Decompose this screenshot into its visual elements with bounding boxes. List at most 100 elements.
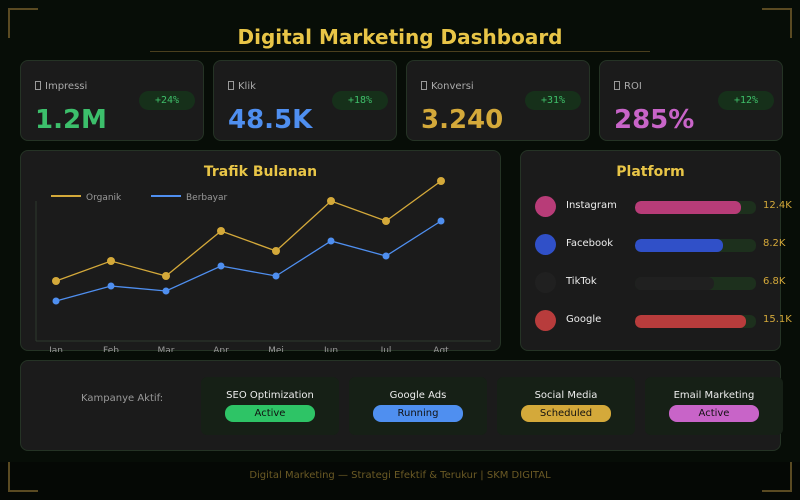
kpi-label: Konversi — [421, 81, 474, 92]
data-point — [52, 297, 60, 305]
platform-row-tiktok: TikTok 6.8K — [535, 272, 795, 294]
data-point — [217, 262, 225, 270]
kpi-card-impressi: Impressi +24% 1.2M — [20, 60, 204, 141]
missing-glyph-icon — [228, 81, 234, 90]
platform-value: 12.4K — [763, 200, 792, 211]
data-point — [327, 197, 335, 205]
data-point — [217, 227, 225, 235]
campaigns-label: Kampanye Aktif: — [81, 393, 164, 404]
data-point — [162, 272, 170, 280]
platform-value: 6.8K — [763, 276, 786, 287]
campaign-status-badge: Scheduled — [521, 405, 611, 422]
platform-bar-track — [635, 201, 756, 214]
kpi-label: Impressi — [35, 81, 87, 92]
kpi-label-text: Klik — [238, 81, 256, 92]
platform-row-instagram: Instagram 12.4K — [535, 196, 795, 218]
platform-bar-track — [635, 315, 756, 328]
x-tick-label: Mei — [268, 346, 284, 352]
kpi-change-badge: +18% — [332, 91, 388, 110]
page-title: Digital Marketing Dashboard — [237, 25, 563, 49]
data-point — [52, 277, 60, 285]
legend-label: Organik — [86, 193, 122, 203]
platform-bar-fill — [635, 201, 742, 214]
kpi-card-roi: ROI +12% 285% — [599, 60, 783, 141]
x-tick-label: Feb — [103, 346, 119, 352]
data-point — [107, 282, 115, 290]
campaign-name: Google Ads — [389, 390, 447, 401]
platform-value: 8.2K — [763, 238, 786, 249]
kpi-label-text: ROI — [624, 81, 642, 92]
corner-decoration — [8, 462, 38, 492]
platform-color-dot — [535, 272, 556, 293]
corner-decoration — [762, 8, 792, 38]
campaign-card[interactable]: Google Ads Running — [349, 377, 487, 435]
kpi-change-badge: +31% — [525, 91, 581, 110]
platform-panel: Platform Instagram 12.4K Facebook 8.2K T… — [520, 150, 792, 351]
data-point — [272, 247, 280, 255]
campaign-card[interactable]: Email Marketing Active — [645, 377, 783, 435]
campaign-status-badge: Active — [225, 405, 315, 422]
corner-decoration — [762, 462, 792, 492]
campaign-name: SEO Optimization — [226, 390, 314, 401]
platform-name: TikTok — [566, 276, 597, 287]
data-point — [327, 237, 335, 245]
platform-value: 15.1K — [763, 314, 792, 325]
campaign-card[interactable]: Social Media Scheduled — [497, 377, 635, 435]
kpi-value: 1.2M — [35, 105, 107, 135]
title-divider — [150, 51, 650, 52]
x-tick-label: Jul — [380, 346, 392, 352]
platform-color-dot — [535, 234, 556, 255]
platform-bar-fill — [635, 277, 714, 290]
campaign-status-badge: Active — [669, 405, 759, 422]
traffic-line-chart: Jan Feb Mar Apr Mei Jun Jul Agt Organik Berbayar — [35, 177, 491, 352]
platform-row-facebook: Facebook 8.2K — [535, 234, 795, 256]
series-line-berbayar — [55, 220, 442, 302]
campaigns-panel: Kampanye Aktif: SEO Optimization Active G… — [20, 360, 783, 451]
missing-glyph-icon — [421, 81, 427, 90]
footer-band — [0, 462, 800, 500]
data-point — [107, 257, 115, 265]
x-tick-label: Agt — [433, 346, 449, 352]
data-point — [382, 217, 390, 225]
platform-bar-track — [635, 239, 756, 252]
platform-row-google: Google 15.1K — [535, 310, 795, 332]
data-point — [162, 287, 170, 295]
campaign-name: Email Marketing — [673, 390, 755, 401]
platform-name: Instagram — [566, 200, 617, 211]
series-line-organik — [55, 180, 442, 282]
campaign-card[interactable]: SEO Optimization Active — [201, 377, 339, 435]
corner-decoration — [8, 8, 38, 38]
missing-glyph-icon — [614, 81, 620, 90]
kpi-label: Klik — [228, 81, 256, 92]
kpi-change-badge: +24% — [139, 91, 195, 110]
platform-name: Google — [566, 314, 602, 325]
footer-text: Digital Marketing — Strategi Efektif & T… — [249, 470, 551, 481]
x-tick-label: Jan — [48, 346, 63, 352]
chart-title: Trafik Bulanan — [203, 164, 318, 180]
platform-bar-fill — [635, 239, 724, 252]
kpi-value: 3.240 — [421, 105, 504, 135]
campaign-status-badge: Running — [373, 405, 463, 422]
campaign-name: Social Media — [534, 390, 598, 401]
kpi-label-text: Konversi — [431, 81, 474, 92]
data-point — [437, 217, 445, 225]
data-point — [437, 177, 445, 185]
kpi-card-konversi: Konversi +31% 3.240 — [406, 60, 590, 141]
traffic-chart-panel: Trafik Bulanan Jan Feb Mar Apr Mei Jun Jul Agt O… — [20, 150, 501, 352]
data-point — [272, 272, 280, 280]
x-tick-label: Jun — [323, 346, 338, 352]
x-tick-label: Apr — [213, 346, 229, 352]
platform-bar-track — [635, 277, 756, 290]
platform-name: Facebook — [566, 238, 613, 249]
kpi-value: 285% — [614, 105, 695, 135]
platform-bar-fill — [635, 315, 747, 328]
kpi-label-text: Impressi — [45, 81, 88, 92]
platform-color-dot — [535, 196, 556, 217]
data-point — [382, 252, 390, 260]
missing-glyph-icon — [35, 81, 41, 90]
platform-color-dot — [535, 310, 556, 331]
kpi-card-klik: Klik +18% 48.5K — [213, 60, 397, 141]
platform-title: Platform — [616, 164, 685, 180]
x-tick-label: Mar — [158, 346, 175, 352]
legend-label: Berbayar — [186, 193, 227, 203]
